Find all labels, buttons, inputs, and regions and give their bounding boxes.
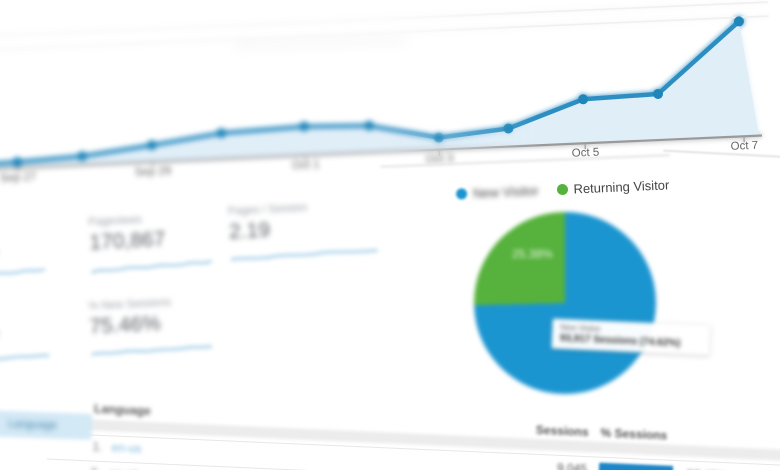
metric-value: 170,867 bbox=[88, 227, 166, 255]
new-visitor-legend-dot-icon bbox=[455, 188, 468, 200]
metric-value: 125,861 bbox=[0, 232, 73, 263]
menu-item-language-selected[interactable]: Language bbox=[0, 410, 93, 440]
language-table: Language Sessions % Sessions 1. en-us 9,… bbox=[0, 386, 780, 470]
legend-item-new-visitor[interactable]: New Visitor bbox=[455, 183, 539, 202]
sparkline-icon bbox=[0, 268, 46, 281]
metric-cards: Sessions 125,861 Pageviews 170,867 Pages… bbox=[0, 193, 494, 393]
language-link[interactable]: en-gb bbox=[109, 466, 140, 470]
metric-card-pages-per-session: Pages / Session 2.19 bbox=[228, 198, 381, 277]
sessions-timeline-chart: Sep 27 Sep 29 Oct 1 Oct 3 Oct 5 Oct 7 bbox=[0, 0, 780, 218]
metric-card-new-sessions: % New Sessions 75.46% bbox=[88, 293, 241, 372]
x-axis-label: Sep 27 bbox=[0, 171, 37, 185]
metric-card-pageviews: Pageviews 170,867 bbox=[88, 209, 241, 288]
language-link[interactable]: en-us bbox=[111, 440, 142, 456]
column-header-pct-sessions[interactable]: % Sessions bbox=[600, 425, 668, 443]
metric-value: 2.19 bbox=[228, 218, 271, 244]
x-axis-label: Oct 7 bbox=[730, 139, 759, 153]
metric-card-bounce-rate: Bounce Rate 45.99% bbox=[0, 301, 79, 380]
legend-label: New Visitor bbox=[472, 183, 539, 201]
sparkline-icon bbox=[230, 248, 378, 261]
row-rank: 2. bbox=[90, 465, 101, 470]
column-header-language[interactable]: Language bbox=[93, 401, 152, 419]
metric-value: 75.46% bbox=[88, 311, 162, 339]
pie-slice-percentage-label: 25.38% bbox=[512, 247, 553, 261]
legend-label: Returning Visitor bbox=[573, 177, 670, 197]
x-axis-label: Oct 1 bbox=[291, 158, 320, 173]
menu-item-label: Language bbox=[7, 417, 58, 432]
row-rank: 1. bbox=[92, 439, 103, 454]
sparkline-icon bbox=[91, 259, 213, 274]
visitor-type-pie-chart bbox=[474, 212, 656, 394]
sparkline-icon bbox=[91, 344, 213, 356]
x-axis-label: Sep 29 bbox=[134, 165, 172, 179]
pct-sessions-bar bbox=[598, 462, 674, 470]
sessions-line-chart-sharp-layer bbox=[0, 1, 769, 175]
sessions-value: 9,045 bbox=[556, 460, 588, 470]
sparkline-icon bbox=[0, 353, 50, 364]
metric-value: 45.99% bbox=[0, 316, 77, 347]
metric-card-sessions: Sessions 125,861 bbox=[0, 217, 75, 296]
returning-visitor-legend-dot-icon bbox=[556, 183, 568, 196]
